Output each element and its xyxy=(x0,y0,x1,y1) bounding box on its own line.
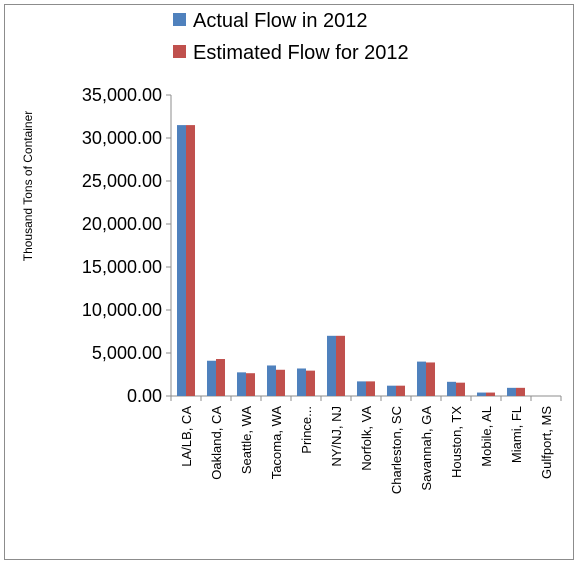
legend-label-estimated: Estimated Flow for 2012 xyxy=(193,42,409,64)
y-tick-label: 35,000.00 xyxy=(82,85,162,105)
bar-estimated xyxy=(306,370,315,396)
bar-estimated xyxy=(486,392,495,396)
bar-actual xyxy=(477,392,486,396)
legend-swatch-actual xyxy=(173,13,186,26)
bar-estimated xyxy=(246,373,255,396)
y-tick-labels: 0.00 5,000.00 10,000.00 15,000.00 20,000.00 2… xyxy=(82,85,162,406)
bar-actual xyxy=(267,365,276,396)
bar-estimated xyxy=(366,381,375,396)
x-tick-label: Gulfport, MS xyxy=(539,406,554,479)
bar-actual xyxy=(207,360,216,396)
bar-actual xyxy=(417,361,426,396)
bar-actual xyxy=(327,335,336,396)
bar-actual xyxy=(507,387,516,396)
bar-actual xyxy=(177,125,186,396)
bars xyxy=(177,125,525,396)
bar-estimated xyxy=(456,382,465,396)
legend: Actual Flow in 2012 Estimated Flow for 2… xyxy=(173,10,409,64)
x-tick-label: Mobile, AL xyxy=(479,406,494,467)
x-tick-labels: LA/LB, CA Oakland, CA Seattle, WA Tacoma, W… xyxy=(179,406,554,494)
chart-frame xyxy=(4,4,574,560)
x-tick-label: Tacoma, WA xyxy=(269,406,284,480)
x-tick-label: Savannah, GA xyxy=(419,406,434,491)
y-axis-title: Thousand Tons of Container xyxy=(21,111,35,262)
y-tick-label: 15,000.00 xyxy=(82,257,162,277)
bar-estimated xyxy=(426,362,435,396)
bar-actual xyxy=(237,372,246,396)
bar-actual xyxy=(387,385,396,396)
legend-swatch-estimated xyxy=(173,45,186,58)
x-tick-label: Seattle, WA xyxy=(239,406,254,474)
legend-label-actual: Actual Flow in 2012 xyxy=(193,10,368,32)
axes xyxy=(166,94,562,401)
y-tick-label: 20,000.00 xyxy=(82,214,162,234)
x-tick-label: Oakland, CA xyxy=(209,406,224,480)
x-tick-label: Prince... xyxy=(299,406,314,454)
y-tick-label: 10,000.00 xyxy=(82,300,162,320)
bar-estimated xyxy=(186,125,195,396)
y-tick-label: 0.00 xyxy=(127,386,162,406)
bar-estimated xyxy=(276,369,285,396)
bar-actual xyxy=(447,381,456,396)
bar-actual xyxy=(357,381,366,396)
x-tick-label: Charleston, SC xyxy=(389,406,404,494)
y-tick-label: 25,000.00 xyxy=(82,171,162,191)
x-tick-label: LA/LB, CA xyxy=(179,406,194,467)
x-tick-label: Houston, TX xyxy=(449,406,464,478)
bar-estimated xyxy=(516,387,525,396)
y-tick-label: 5,000.00 xyxy=(92,343,162,363)
bar-estimated xyxy=(396,385,405,396)
bar-actual xyxy=(297,368,306,396)
y-tick-label: 30,000.00 xyxy=(82,128,162,148)
x-tick-label: NY/NJ, NJ xyxy=(329,406,344,467)
bar-estimated xyxy=(216,359,225,396)
x-tick-label: Norfolk, VA xyxy=(359,406,374,471)
bar-estimated xyxy=(336,335,345,396)
x-tick-label: Miami, FL xyxy=(509,406,524,463)
